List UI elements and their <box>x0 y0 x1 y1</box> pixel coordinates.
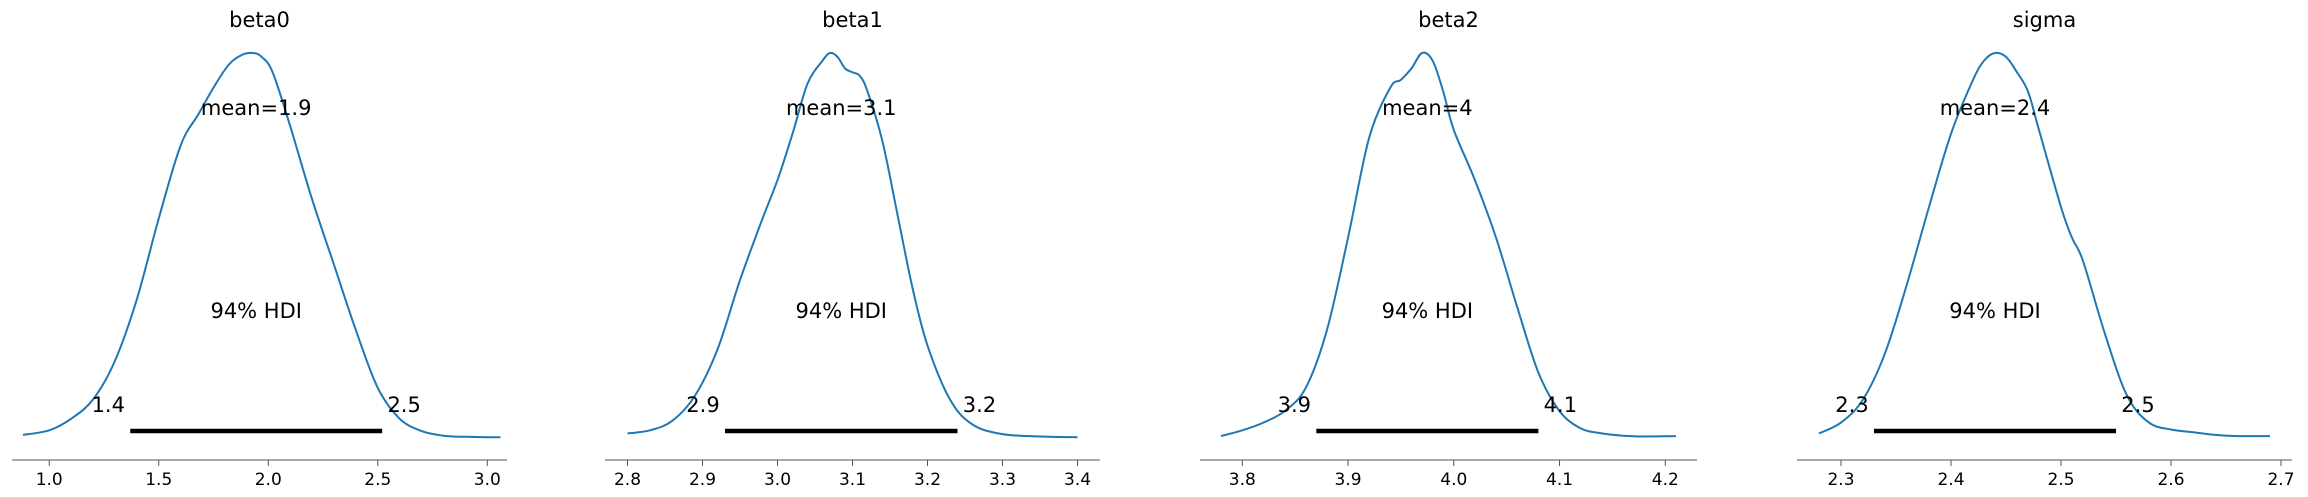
mean-label-beta2: mean=4 <box>1382 96 1473 120</box>
x-tick-label-beta2: 3.9 <box>1335 470 1362 490</box>
hdi-high-label-sigma: 2.5 <box>2121 393 2154 417</box>
hdi-high-label-beta2: 4.1 <box>1544 393 1577 417</box>
x-tick-label-sigma: 2.6 <box>2157 470 2184 490</box>
hdi-label-sigma: 94% HDI <box>1949 299 2041 323</box>
density-curve-beta0 <box>22 51 501 439</box>
x-tick-label-beta0: 3.0 <box>474 470 501 490</box>
x-tick-label-sigma: 2.5 <box>2047 470 2074 490</box>
x-tick-label-beta2: 3.8 <box>1229 470 1256 490</box>
density-curve-beta1 <box>627 51 1078 439</box>
x-tick-label-beta1: 2.9 <box>689 470 716 490</box>
panel-title-sigma: sigma <box>2013 8 2076 32</box>
mean-label-beta1: mean=3.1 <box>786 96 897 120</box>
hdi-high-label-beta0: 2.5 <box>387 393 420 417</box>
mean-label-sigma: mean=2.4 <box>1940 96 2051 120</box>
hdi-low-label-beta2: 3.9 <box>1278 393 1311 417</box>
panel-title-beta2: beta2 <box>1418 8 1479 32</box>
hdi-high-label-beta1: 3.2 <box>963 393 996 417</box>
density-curve-sigma <box>1818 51 2271 438</box>
x-tick-label-sigma: 2.7 <box>2267 470 2294 490</box>
x-tick-label-beta1: 3.4 <box>1064 470 1091 490</box>
panel-title-beta0: beta0 <box>229 8 290 32</box>
hdi-low-label-beta0: 1.4 <box>92 393 125 417</box>
x-tick-label-beta1: 2.8 <box>614 470 641 490</box>
x-tick-label-beta2: 4.0 <box>1440 470 1467 490</box>
density-curve-beta2 <box>1220 51 1676 438</box>
hdi-label-beta0: 94% HDI <box>210 299 302 323</box>
x-tick-label-sigma: 2.3 <box>1827 470 1854 490</box>
panel-title-beta1: beta1 <box>822 8 883 32</box>
x-tick-label-beta0: 2.0 <box>255 470 282 490</box>
x-tick-label-beta1: 3.2 <box>914 470 941 490</box>
x-tick-label-beta1: 3.1 <box>839 470 866 490</box>
x-tick-label-beta2: 4.2 <box>1652 470 1679 490</box>
x-tick-label-beta0: 1.0 <box>36 470 63 490</box>
hdi-low-label-beta1: 2.9 <box>686 393 719 417</box>
x-tick-label-beta1: 3.3 <box>989 470 1016 490</box>
x-tick-label-beta2: 4.1 <box>1546 470 1573 490</box>
hdi-label-beta1: 94% HDI <box>795 299 887 323</box>
hdi-label-beta2: 94% HDI <box>1382 299 1474 323</box>
x-tick-label-beta0: 1.5 <box>145 470 172 490</box>
x-tick-label-beta0: 2.5 <box>364 470 391 490</box>
hdi-low-label-sigma: 2.3 <box>1835 393 1868 417</box>
x-tick-label-beta1: 3.0 <box>764 470 791 490</box>
x-tick-label-sigma: 2.4 <box>1937 470 1964 490</box>
mean-label-beta0: mean=1.9 <box>201 96 312 120</box>
